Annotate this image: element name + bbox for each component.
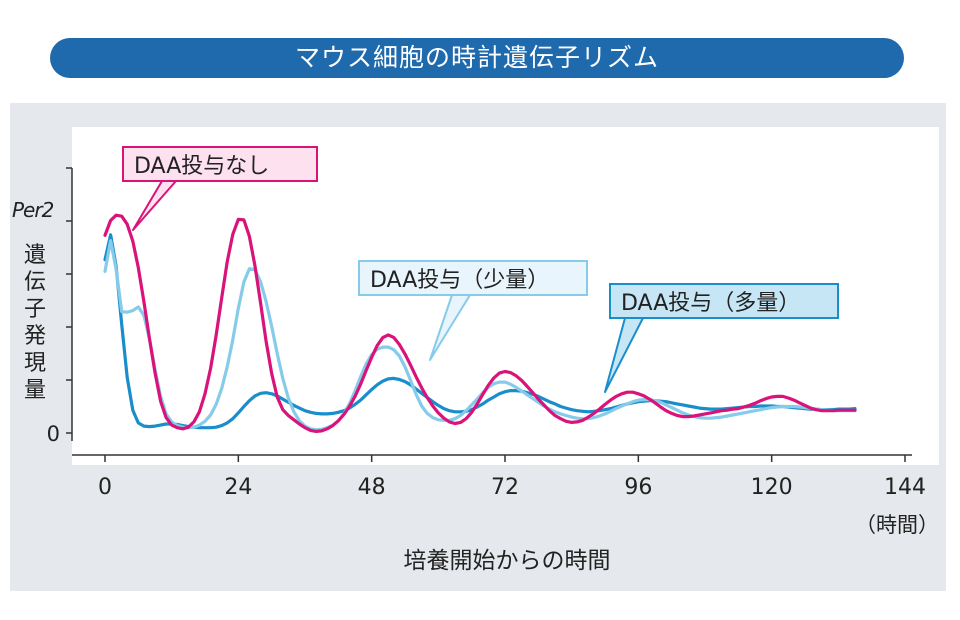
callout-pointer-no-daa xyxy=(132,180,177,231)
y-axis-label-char: 量 xyxy=(23,378,46,403)
y-axis-label: 遺 伝 子 発 現 量 xyxy=(20,242,50,404)
y-axis-label-char: 伝 xyxy=(23,270,46,295)
x-tick-label: 48 xyxy=(358,475,386,500)
chart-title: マウス細胞の時計遺伝子リズム xyxy=(50,38,904,78)
x-tick-label: 144 xyxy=(884,475,926,500)
y-axis-label-char: 子 xyxy=(23,297,46,322)
callout-no-daa: DAA投与なし xyxy=(122,146,318,182)
series-lines xyxy=(103,213,857,433)
series-line-daa-low xyxy=(103,239,857,432)
callout-daa-low: DAA投与（少量） xyxy=(358,260,588,296)
callout-daa-high: DAA投与（多量） xyxy=(609,283,839,319)
x-tick-label: 0 xyxy=(98,475,112,500)
x-axis-unit: （時間） xyxy=(855,513,939,537)
y-axis-label-char: 遺 xyxy=(23,243,46,268)
x-tick-label: 72 xyxy=(491,475,519,500)
x-tick-label: 24 xyxy=(224,475,252,500)
callout-pointer-daa-low xyxy=(429,294,471,361)
series-line-no-daa xyxy=(103,213,857,433)
gene-name-label: Per2 xyxy=(12,198,54,222)
axes: 0 0 24 48 72 96 120 144 （時間） 培養開始からの時間 xyxy=(47,167,939,574)
callout-pointer-daa-high xyxy=(604,317,644,393)
x-tick-label: 120 xyxy=(751,475,793,500)
x-axis-label: 培養開始からの時間 xyxy=(404,548,611,574)
y-axis-label-char: 発 xyxy=(23,324,46,349)
x-tick-label: 96 xyxy=(624,475,652,500)
y-axis-label-char: 現 xyxy=(23,351,46,376)
y-tick-label-zero: 0 xyxy=(47,422,60,446)
